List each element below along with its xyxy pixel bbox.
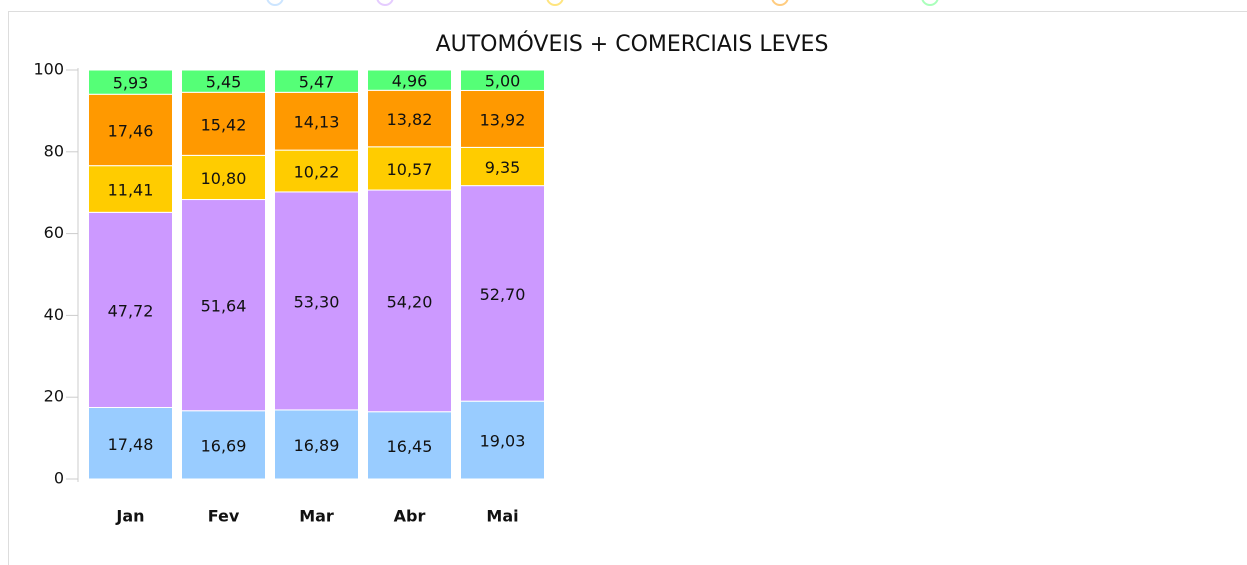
bar-segment	[181, 69, 266, 93]
value-label: 17,48	[108, 435, 154, 454]
bar-segment	[460, 69, 545, 91]
x-tick-label: Fev	[208, 507, 240, 526]
value-label: 16,45	[387, 437, 433, 456]
x-tick-label: Abr	[394, 507, 426, 526]
value-label: 17,46	[108, 121, 154, 140]
value-label: 16,69	[201, 436, 247, 455]
value-label: 19,03	[480, 432, 526, 451]
value-label: 13,92	[480, 110, 526, 129]
bar-segment	[181, 154, 266, 201]
value-label: 51,64	[201, 297, 247, 316]
bar-segment	[274, 91, 359, 151]
bar-segment	[367, 411, 452, 480]
legend-marker	[376, 0, 394, 6]
bar-segment	[181, 410, 266, 480]
value-label: 5,93	[113, 74, 149, 93]
bar-segment	[460, 89, 545, 148]
bar-segment	[88, 69, 173, 95]
bar-segment	[181, 199, 266, 412]
value-label: 4,96	[392, 72, 428, 91]
legend-marker	[921, 0, 939, 6]
y-tick-label: 0	[54, 469, 64, 488]
bar-segment	[88, 211, 173, 409]
value-label: 52,70	[480, 285, 526, 304]
y-tick-label: 60	[44, 223, 64, 242]
value-label: 10,80	[201, 169, 247, 188]
x-tick-label: Mai	[486, 507, 518, 526]
bar-segment	[88, 407, 173, 480]
value-label: 10,22	[294, 163, 340, 182]
y-tick-label: 100	[33, 60, 64, 79]
y-tick-label: 40	[44, 305, 64, 324]
value-label: 9,35	[485, 158, 521, 177]
value-label: 53,30	[294, 292, 340, 311]
bar-segment	[460, 185, 545, 402]
x-tick-label: Jan	[115, 507, 144, 526]
value-label: 47,72	[108, 301, 154, 320]
bar-segment	[274, 409, 359, 480]
y-tick-label: 80	[44, 141, 64, 160]
bar-segment	[274, 149, 359, 193]
chart-title: AUTOMÓVEIS + COMERCIAIS LEVES	[436, 31, 829, 57]
bar-segment	[367, 189, 452, 413]
value-label: 5,47	[299, 73, 335, 92]
bar-segment	[367, 146, 452, 191]
value-label: 14,13	[294, 113, 340, 132]
legend-marker	[546, 0, 564, 6]
bar-segment	[181, 91, 266, 156]
x-tick-label: Mar	[299, 507, 334, 526]
value-label: 15,42	[201, 115, 247, 134]
bar-segment	[460, 400, 545, 480]
legend-marker	[771, 0, 789, 6]
value-label: 10,57	[387, 160, 433, 179]
value-label: 54,20	[387, 292, 433, 311]
chart-border	[8, 11, 1247, 565]
bar-segment	[367, 89, 452, 148]
y-tick-label: 20	[44, 387, 64, 406]
bar-segment	[274, 69, 359, 93]
bar-segment	[274, 191, 359, 411]
value-label: 11,41	[108, 180, 154, 199]
bar-segment	[367, 69, 452, 91]
value-label: 5,45	[206, 73, 242, 92]
legend-marker	[266, 0, 284, 6]
value-label: 5,00	[485, 72, 521, 91]
value-label: 16,89	[294, 436, 340, 455]
value-label: 13,82	[387, 110, 433, 129]
